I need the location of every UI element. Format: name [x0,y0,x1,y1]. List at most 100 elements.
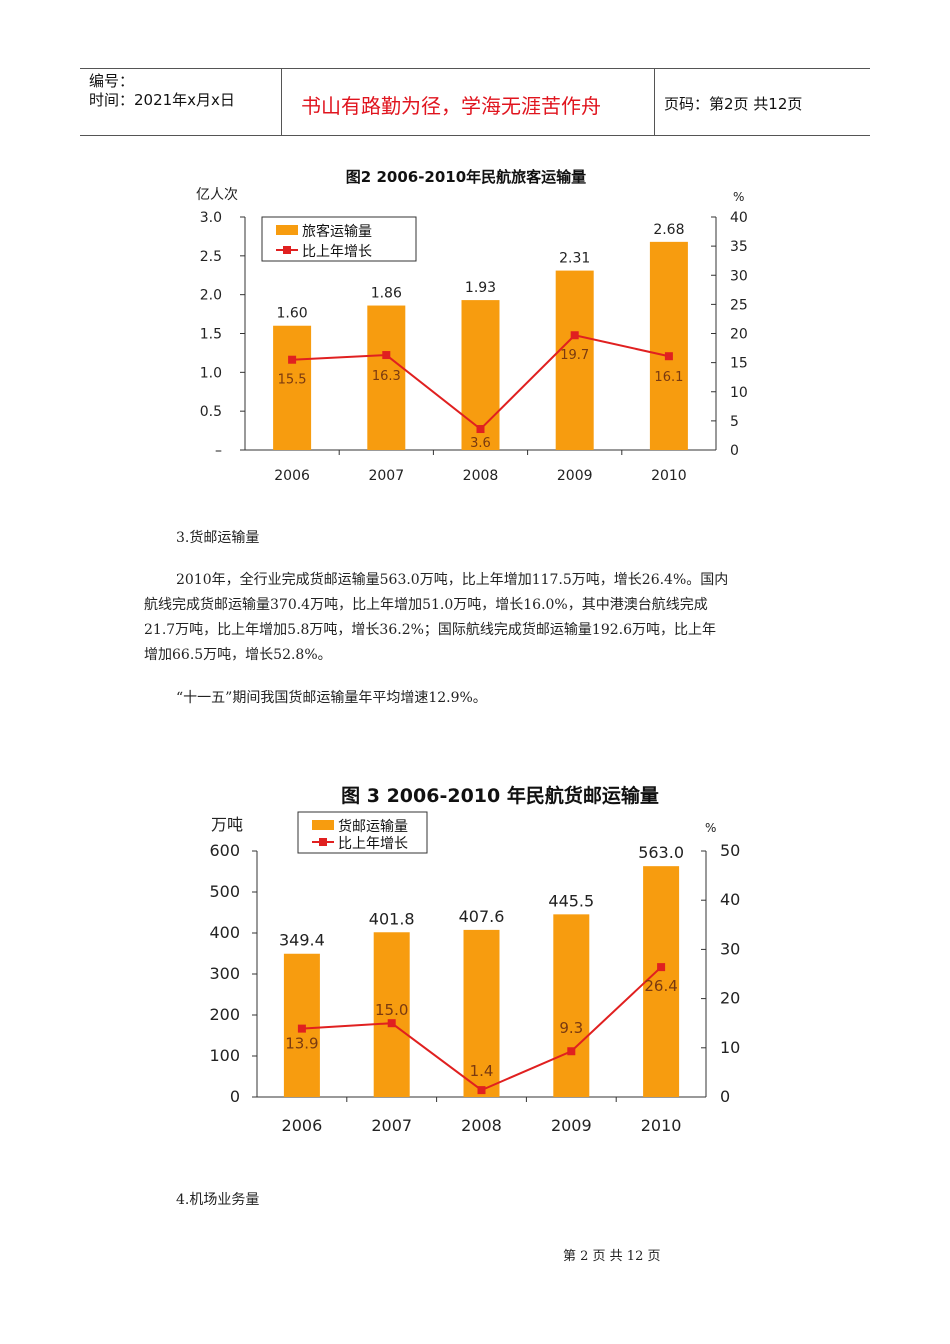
header-top-rule [80,68,870,69]
x-tick-label: 2010 [651,468,687,484]
paragraph-line: 增加66.5万吨，增长52.8%。 [144,647,332,663]
y-tick-label-left: 1.5 [200,327,222,343]
growth-value-label: 26.4 [644,977,677,995]
growth-value-label: 15.0 [375,1001,408,1019]
y-tick-label-left: 0 [230,1087,240,1106]
bar [273,325,312,450]
y-axis-left-label: 万吨 [211,815,243,834]
x-tick-label: 2009 [551,1116,592,1135]
x-tick-label: 2006 [282,1116,323,1135]
growth-point [382,351,391,360]
growth-point [387,1019,396,1028]
bar-value-label: 445.5 [548,891,594,910]
y-tick-label-right: 0 [730,443,739,459]
header-motto: 书山有路勤为径，学海无涯苦作舟 [301,94,601,118]
growth-value-label: 9.3 [559,1019,583,1037]
x-tick-label: 2006 [274,468,310,484]
section-heading: 4.机场业务量 [176,1192,260,1208]
legend-bar-swatch [276,225,298,235]
doc-date-label: 时间：2021年x月x日 [89,91,235,109]
y-tick-label-left: 0.5 [200,404,222,420]
x-tick-label: 2009 [557,468,593,484]
bar-value-label: 2.31 [559,251,590,267]
y-tick-label-left: 300 [209,964,240,983]
y-tick-label-right: 20 [730,327,748,343]
paragraph-line: 21.7万吨，比上年增加5.8万吨，增长36.2%；国际航线完成货邮运输量192… [144,622,716,638]
y-tick-label-right: 10 [730,385,748,401]
y-tick-label-left: 100 [209,1046,240,1065]
y-tick-label-right: 30 [730,268,748,284]
legend-marker [319,838,327,846]
paragraph-line: 2010年，全行业完成货邮运输量563.0万吨，比上年增加117.5万吨，增长2… [176,572,729,588]
bar [643,866,680,1097]
bar-value-label: 1.60 [277,306,308,322]
y-tick-label-right: 5 [730,414,739,430]
growth-value-label: 3.6 [470,436,491,451]
growth-point [297,1024,306,1033]
bar-value-label: 407.6 [459,907,505,926]
section-paragraph: “十一五”期间我国货邮运输量年平均增速12.9%。 [176,690,487,706]
bar-value-label: 2.68 [653,222,684,238]
x-tick-label: 2010 [641,1116,682,1135]
bar-value-label: 349.4 [279,931,325,950]
growth-value-label: 1.4 [470,1062,494,1080]
growth-point [476,425,485,434]
growth-point [288,355,297,364]
growth-point [664,352,673,361]
y-tick-label-left: 600 [209,841,240,860]
y-tick-label-right: 0 [720,1087,730,1106]
bar [555,270,594,450]
y-tick-label-right: 35 [730,239,748,255]
legend-label: 比上年增长 [338,836,408,852]
paragraph-line: 航线完成货邮运输量370.4万吨，比上年增加51.0万吨，增长16.0%，其中港… [144,597,708,613]
section-paragraph: 2010年，全行业完成货邮运输量563.0万吨，比上年增加117.5万吨，增长2… [144,568,814,668]
growth-point [477,1086,486,1095]
legend-box [297,811,428,854]
y-tick-label-right: 40 [720,890,740,909]
growth-value-label: 19.7 [560,348,589,363]
chart-title: 图2 2006-2010年民航旅客运输量 [346,168,586,186]
y-tick-label-left: 2.5 [200,249,222,265]
legend-bar-swatch [312,820,334,830]
bar [461,300,500,450]
section-heading: 3.货邮运输量 [176,530,260,546]
y-tick-label-left: – [215,443,222,459]
doc-number-label: 编号： [89,72,135,90]
growth-value-label: 16.1 [654,370,683,385]
y-axis-left-label: 亿人次 [196,187,238,203]
legend-marker [283,246,291,254]
header-divider [281,69,282,136]
y-tick-label-right: 20 [720,989,740,1008]
y-tick-label-left: 2.0 [200,288,222,304]
y-tick-label-right: 50 [720,841,740,860]
page-footer: 第 2 页 共 12 页 [563,1249,661,1264]
y-axis-right-label: % [733,190,744,204]
bar-value-label: 1.93 [465,280,496,296]
chart-title: 图 3 2006-2010 年民航货邮运输量 [341,784,659,807]
y-tick-label-right: 15 [730,356,748,372]
y-tick-label-left: 3.0 [200,210,222,226]
growth-point [570,331,579,340]
bar-value-label: 563.0 [638,843,684,862]
y-tick-label-left: 400 [209,923,240,942]
header-divider [654,69,655,136]
header-bottom-rule [80,135,870,136]
bar-value-label: 401.8 [369,909,415,928]
y-tick-label-right: 10 [720,1038,740,1057]
legend-label: 比上年增长 [302,244,372,260]
x-tick-label: 2007 [368,468,404,484]
growth-point [567,1047,576,1056]
header-page-label: 页码：第2页 共12页 [664,95,803,113]
y-tick-label-right: 30 [720,939,740,958]
y-axis-right-label: % [705,821,716,835]
bar-value-label: 1.86 [371,286,402,302]
y-tick-label-right: 25 [730,297,748,313]
x-tick-label: 2008 [461,1116,502,1135]
legend-label: 旅客运输量 [302,223,372,240]
y-tick-label-left: 1.0 [200,365,222,381]
legend-label: 货邮运输量 [338,818,408,835]
bar [649,241,688,450]
bar [553,914,590,1097]
growth-value-label: 16.3 [372,369,401,384]
